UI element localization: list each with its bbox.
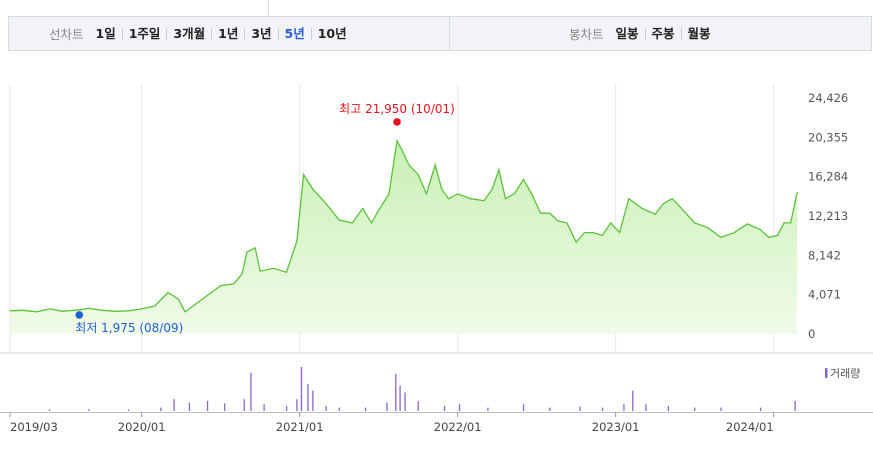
candle-chart-tab-group: 봉차트 일봉 주봉 월봉 — [569, 17, 717, 50]
volume-bar — [364, 407, 367, 411]
tab-weekly-candle[interactable]: 주봉 — [644, 27, 681, 40]
x-axis-ticks: 2019/03 2020/01 2021/01 2022/01 2023/01 2024/… — [9, 412, 775, 434]
tab-1-week[interactable]: 1주일 — [121, 27, 167, 40]
top-strip — [0, 0, 873, 18]
volume-bar — [601, 407, 604, 411]
volume-bar — [188, 402, 191, 411]
low-point-marker — [75, 311, 84, 319]
volume-bar — [325, 405, 327, 411]
volume-bar — [759, 407, 762, 411]
volume-bar — [579, 406, 581, 411]
chart-period-tabbar: 선차트 1일 1주일 3개월 1년 3년 5년 10년 봉차트 일봉 주봉 월봉 — [8, 16, 872, 51]
volume-legend-label: 거래량 — [830, 367, 860, 380]
price-line — [9, 138, 798, 313]
volume-bar — [48, 409, 51, 411]
annotations: 최고 21,950 (10/01) 최저 1,975 (08/09) — [75, 102, 455, 335]
tabbar-divider — [449, 17, 450, 50]
volume-bar — [487, 407, 489, 411]
y-tick-label: 16,284 — [808, 170, 848, 184]
x-tick-label: 2019/03 — [10, 420, 58, 434]
y-axis-ticks: 24,426 20,355 16,284 12,213 8,142 4,071 0 — [808, 91, 848, 341]
volume-bar — [160, 407, 162, 411]
volume-legend-swatch — [825, 368, 828, 378]
volume-bar — [522, 404, 525, 411]
volume-bar — [667, 405, 670, 411]
tab-5-years[interactable]: 5년 — [277, 27, 311, 40]
x-tick-label: 2022/01 — [434, 420, 482, 434]
y-tick-label: 0 — [808, 327, 815, 341]
tab-1-day[interactable]: 1일 — [95, 25, 116, 41]
volume-bar — [338, 407, 340, 411]
candle-chart-label: 봉차트 — [569, 27, 604, 42]
tab-3-years[interactable]: 3년 — [244, 27, 277, 40]
volume-bar — [395, 373, 397, 411]
volume-bar — [296, 399, 298, 411]
volume-bar — [88, 409, 90, 411]
x-tick-label: 2023/01 — [592, 420, 640, 434]
volume-bar — [386, 402, 388, 411]
tab-1-year[interactable]: 1년 — [211, 27, 244, 40]
low-point-label: 최저 1,975 (08/09) — [75, 321, 183, 335]
tab-monthly-candle[interactable]: 월봉 — [680, 27, 717, 40]
y-tick-label: 8,142 — [808, 248, 841, 262]
volume-bar — [458, 404, 461, 411]
volume-bar — [243, 399, 245, 411]
volume-bar — [399, 385, 401, 411]
tab-daily-candle[interactable]: 일봉 — [615, 25, 639, 41]
volume-bar — [300, 367, 303, 411]
volume-bar — [127, 409, 130, 411]
top-strip-divider — [8, 0, 269, 16]
volume-bar — [794, 400, 796, 411]
volume-bar — [694, 407, 696, 411]
x-tick-label: 2021/01 — [276, 420, 324, 434]
volume-bar — [206, 400, 209, 411]
high-point-label: 최고 21,950 (10/01) — [339, 102, 455, 116]
volume-bar — [645, 404, 647, 411]
tab-10-years[interactable]: 10년 — [310, 27, 353, 40]
volume-bars: 거래량 — [48, 367, 860, 411]
volume-bar — [263, 404, 265, 411]
x-tick-label: 2020/01 — [118, 420, 166, 434]
volume-bar — [623, 404, 625, 411]
volume-bar — [549, 407, 551, 411]
price-area-fill — [10, 140, 798, 334]
volume-bar — [443, 405, 446, 411]
line-chart-label: 선차트 — [49, 27, 84, 42]
tab-3-months[interactable]: 3개월 — [166, 27, 211, 40]
volume-bar — [720, 407, 722, 411]
volume-bar — [312, 390, 314, 411]
line-chart-tab-group: 선차트 1일 1주일 3개월 1년 3년 5년 10년 — [49, 17, 353, 50]
volume-bar — [223, 403, 226, 411]
volume-bar — [285, 405, 288, 411]
volume-bar — [632, 390, 634, 411]
volume-bar — [250, 372, 252, 411]
y-tick-label: 4,071 — [808, 288, 841, 302]
high-point-marker — [393, 118, 401, 126]
x-tick-label: 2024/01 — [726, 420, 774, 434]
volume-bar — [173, 399, 175, 411]
volume-bar — [417, 400, 419, 411]
y-tick-label: 20,355 — [808, 130, 848, 144]
y-tick-label: 24,426 — [808, 91, 848, 105]
y-tick-label: 12,213 — [808, 209, 848, 223]
volume-bar — [307, 383, 309, 411]
volume-bar — [404, 392, 406, 411]
